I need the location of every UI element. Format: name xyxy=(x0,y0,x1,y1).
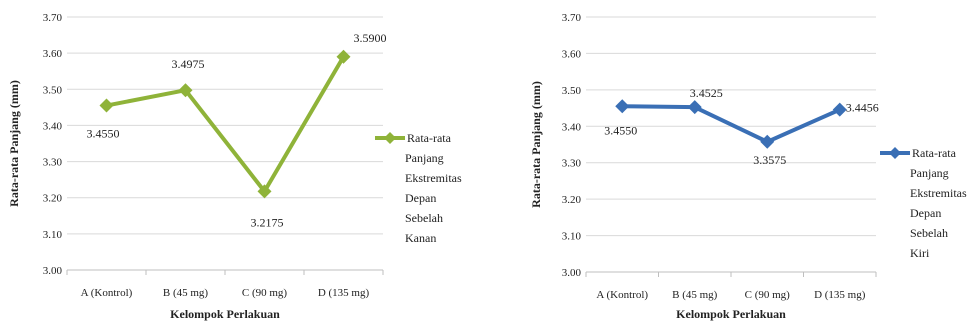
y-tick-label: 3.40 xyxy=(43,120,63,132)
data-point-marker xyxy=(615,99,630,114)
x-tick-label: A (Kontrol) xyxy=(81,287,133,299)
data-label: 3.2175 xyxy=(251,215,284,229)
legend-entry-text: Panjang xyxy=(405,151,444,165)
legend-entry-text: Kiri xyxy=(910,246,930,260)
x-axis-title: Kelompok Perlakuan xyxy=(676,307,786,321)
legend-entry-text: Ekstremitas xyxy=(405,171,462,185)
x-tick-label: B (45 mg) xyxy=(672,289,718,301)
y-tick-label: 3.60 xyxy=(43,48,63,60)
y-tick-label: 3.70 xyxy=(43,12,63,24)
legend-entry-text: Depan xyxy=(405,191,436,205)
series-line xyxy=(620,104,842,144)
legend-entry-text: Sebelah xyxy=(405,211,443,225)
legend-entry-text: Sebelah xyxy=(910,226,948,240)
x-tick-label: C (90 mg) xyxy=(242,287,288,299)
y-tick-label: 3.70 xyxy=(562,12,582,24)
data-point-marker xyxy=(760,134,775,149)
x-tick-label: D (135 mg) xyxy=(318,287,370,299)
data-point-marker xyxy=(257,184,272,199)
y-tick-label: 3.50 xyxy=(562,85,582,97)
y-tick-label: 3.40 xyxy=(562,121,582,133)
x-tick-label: A (Kontrol) xyxy=(596,289,648,301)
data-point-marker xyxy=(832,102,847,117)
y-tick-label: 3.10 xyxy=(562,231,582,243)
y-tick-label: 3.60 xyxy=(562,48,582,60)
data-point-marker xyxy=(178,83,193,98)
y-tick-label: 3.20 xyxy=(562,194,582,206)
x-axis-title: Kelompok Perlakuan xyxy=(170,307,280,321)
data-label: 3.4550 xyxy=(604,123,637,137)
legend-marker xyxy=(889,147,901,159)
y-tick-label: 3.30 xyxy=(43,157,63,169)
data-point-marker xyxy=(336,49,351,64)
data-label: 3.4456 xyxy=(846,101,879,115)
x-tick-label: B (45 mg) xyxy=(163,287,209,299)
y-tick-label: 3.00 xyxy=(43,265,63,277)
legend-marker xyxy=(384,132,396,144)
data-point-marker xyxy=(99,98,114,113)
data-label: 3.4550 xyxy=(87,127,120,141)
y-tick-label: 3.20 xyxy=(43,193,63,205)
y-tick-label: 3.10 xyxy=(43,229,63,241)
legend-entry-text: Kanan xyxy=(405,231,436,245)
legend-entry-text: Rata-rata xyxy=(407,131,452,145)
legend-entry-text: Rata-rata xyxy=(912,146,957,160)
data-label: 3.5900 xyxy=(354,31,387,45)
series-line xyxy=(104,54,346,194)
data-label: 3.4525 xyxy=(690,86,723,100)
x-tick-label: D (135 mg) xyxy=(814,289,866,301)
legend-entry-text: Ekstremitas xyxy=(910,186,967,200)
chart-2: 3.00 3.10 3.20 3.30 3.40 3.50 3.60 3.70 A (Kontr… xyxy=(529,12,967,321)
data-point-marker xyxy=(687,100,702,115)
legend-entry-text: Depan xyxy=(910,206,941,220)
y-axis-title: Rata-rata Panjang (mm) xyxy=(529,81,543,208)
data-label: 3.4975 xyxy=(172,57,205,71)
chart-1: 3.00 3.10 3.20 3.30 3.40 3.50 3.60 3.70 A (Kontr… xyxy=(7,12,462,321)
y-tick-label: 3.50 xyxy=(43,84,63,96)
y-axis-title: Rata-rata Panjang (mm) xyxy=(7,80,21,207)
y-tick-label: 3.00 xyxy=(562,267,582,279)
y-tick-label: 3.30 xyxy=(562,158,582,170)
x-tick-label: C (90 mg) xyxy=(745,289,791,301)
data-label: 3.3575 xyxy=(753,153,786,167)
legend-entry-text: Panjang xyxy=(910,166,949,180)
